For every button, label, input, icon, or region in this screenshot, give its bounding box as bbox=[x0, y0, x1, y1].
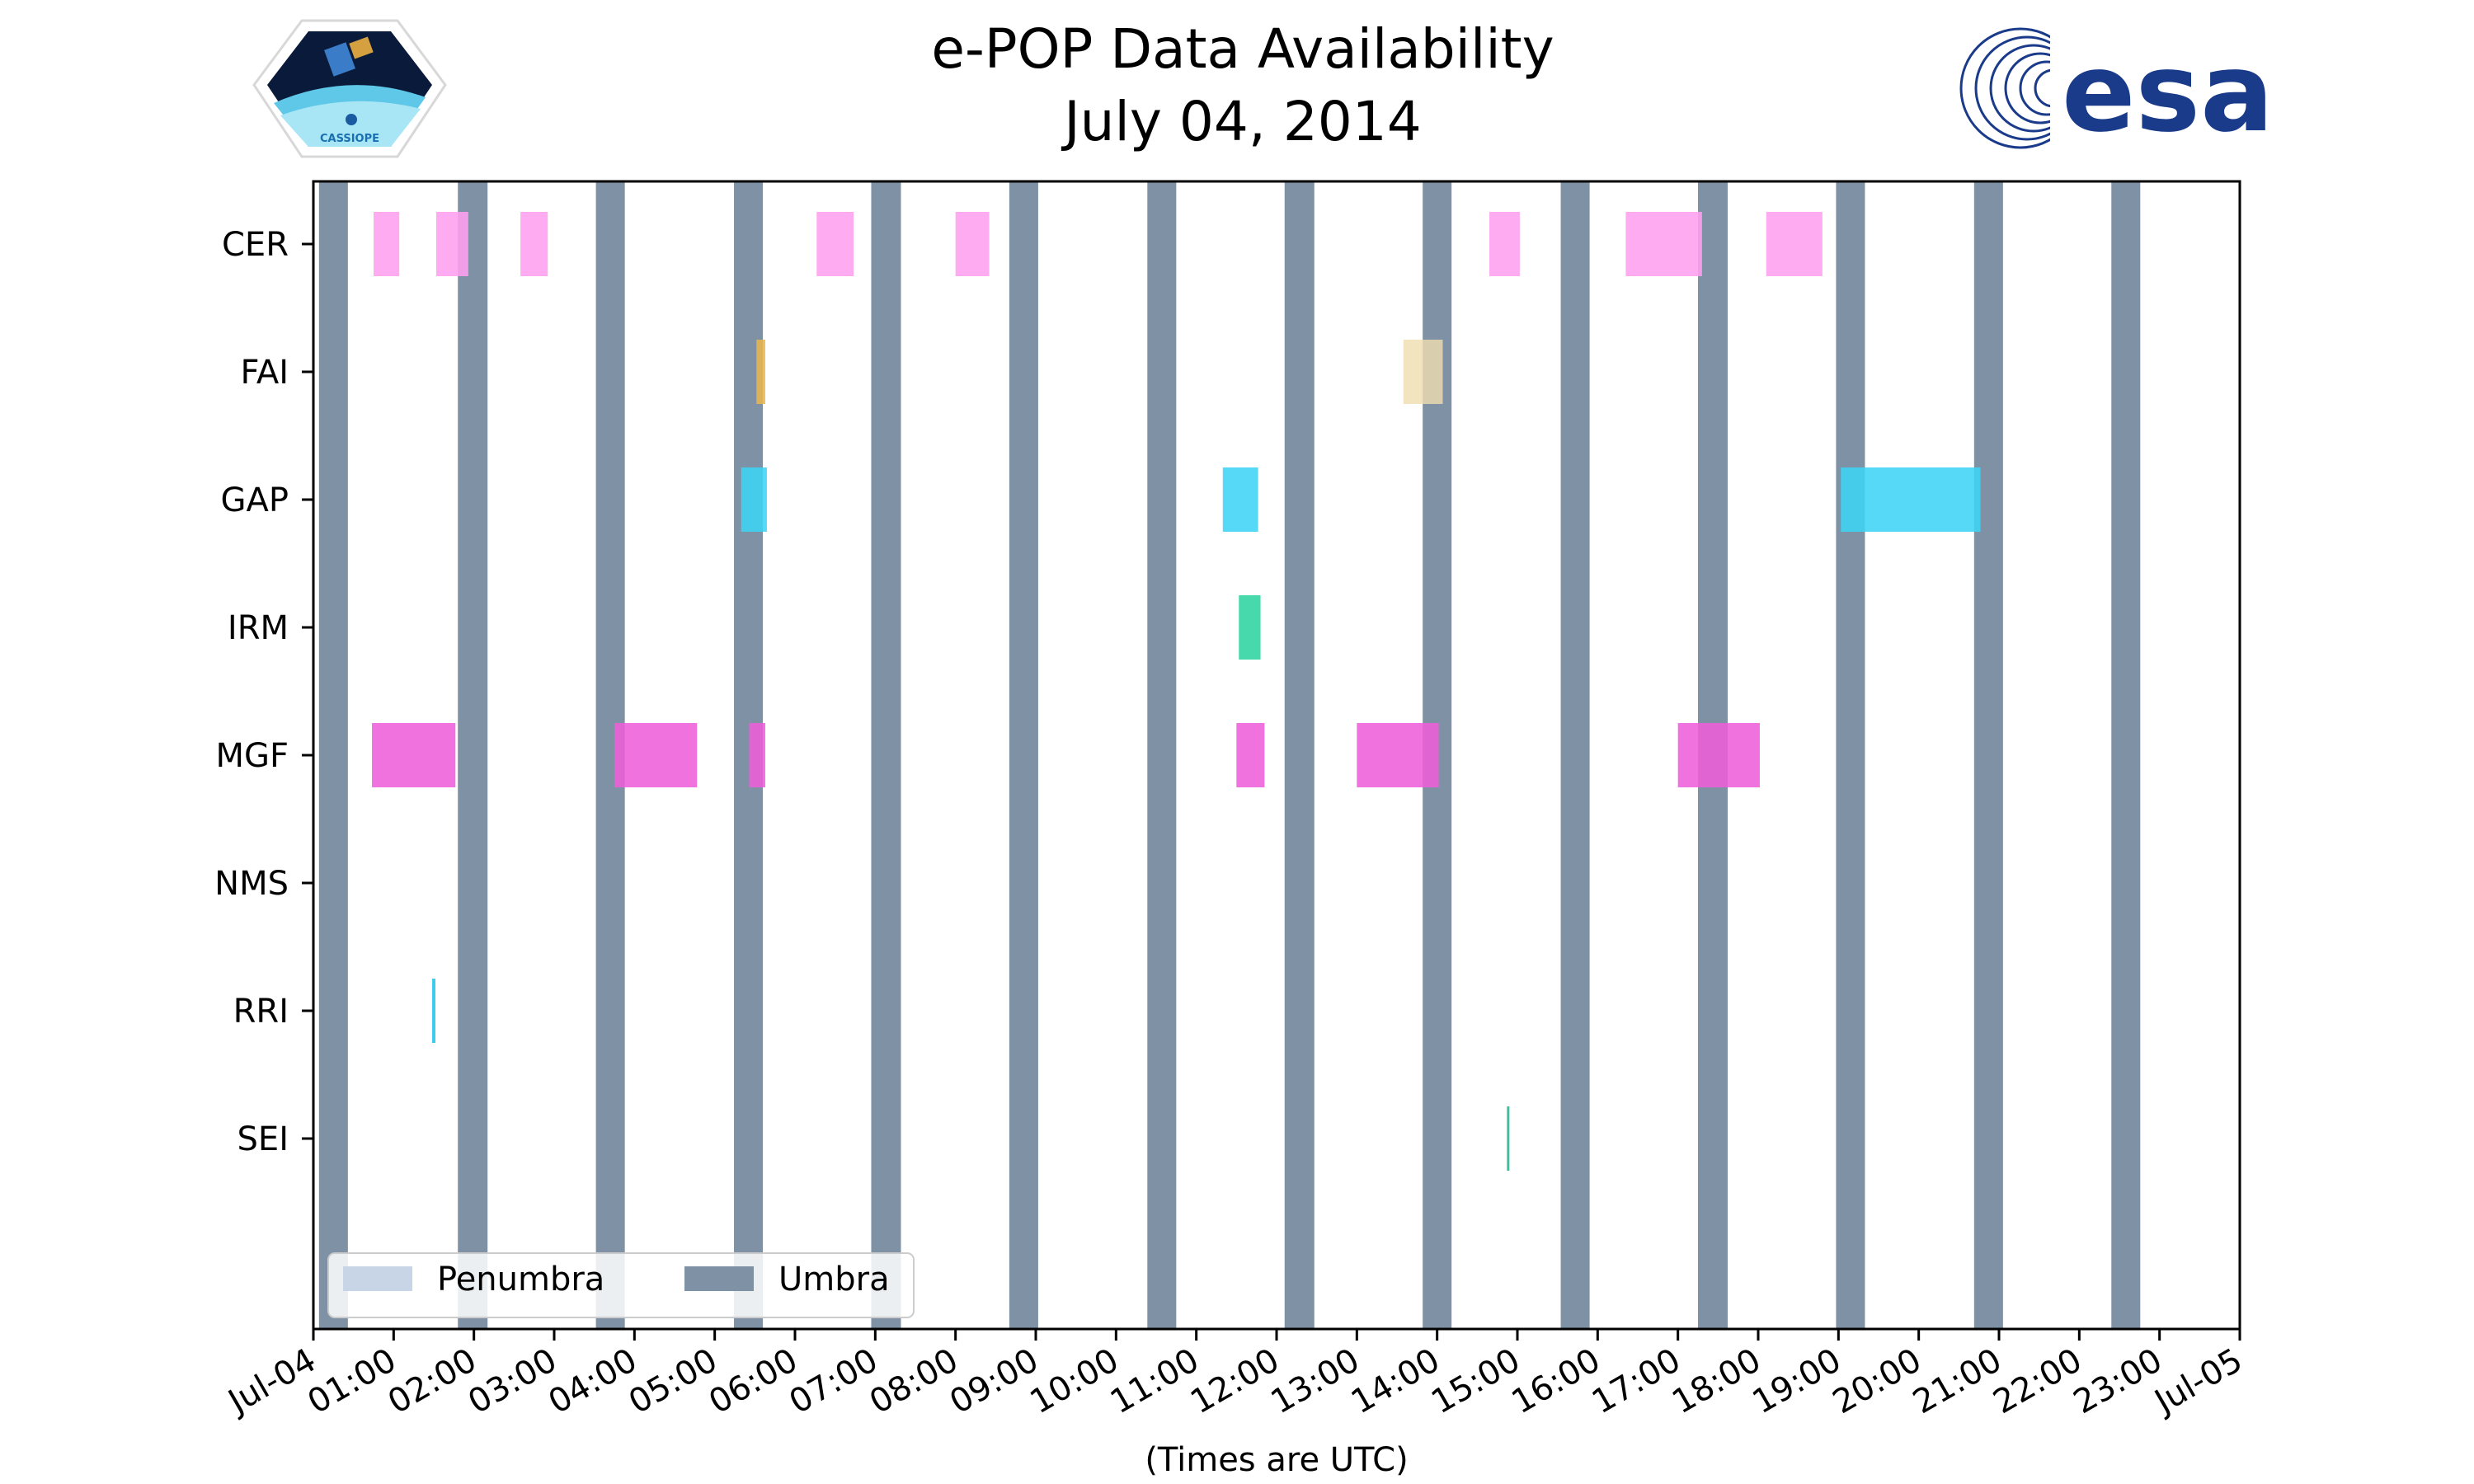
x-axis: Jul-0401:0002:0003:0004:0005:0006:0007:0… bbox=[220, 1329, 2249, 1422]
umbra-band bbox=[1973, 181, 2003, 1329]
x-tick-label: 17:00 bbox=[1586, 1341, 1687, 1421]
data-interval-sei bbox=[1507, 1106, 1510, 1171]
umbra-band bbox=[318, 181, 348, 1329]
data-interval-fai bbox=[756, 340, 765, 404]
umbra-band bbox=[871, 181, 901, 1329]
cassiope-logo: CASSIOPE bbox=[252, 19, 447, 158]
y-tick-label: NMS bbox=[214, 865, 289, 903]
y-tick-label: MGF bbox=[215, 737, 289, 775]
legend-umbra-label: Umbra bbox=[778, 1261, 890, 1298]
x-tick-label: 12:00 bbox=[1184, 1341, 1286, 1421]
x-tick-label: 14:00 bbox=[1345, 1341, 1446, 1421]
y-tick-label: FAI bbox=[241, 354, 289, 392]
umbra-band bbox=[1284, 181, 1315, 1329]
umbra-bands bbox=[318, 181, 2141, 1329]
umbra-band bbox=[1560, 181, 1590, 1329]
y-tick-label: GAP bbox=[221, 481, 289, 519]
data-interval-cer bbox=[955, 212, 990, 276]
x-tick-label: 20:00 bbox=[1827, 1341, 1928, 1421]
legend-umbra-swatch bbox=[684, 1266, 754, 1291]
x-tick-label: 13:00 bbox=[1264, 1341, 1366, 1421]
data-interval-gap bbox=[741, 467, 767, 532]
x-tick-label: 10:00 bbox=[1023, 1341, 1125, 1421]
umbra-band bbox=[1009, 181, 1038, 1329]
legend: Penumbra Umbra bbox=[327, 1252, 915, 1318]
data-interval-mgf bbox=[614, 723, 698, 787]
data-interval-cer bbox=[520, 212, 548, 276]
data-interval-gap bbox=[1222, 467, 1258, 532]
data-interval-rri bbox=[432, 979, 435, 1043]
data-interval-cer bbox=[374, 212, 400, 276]
x-tick-label: 19:00 bbox=[1746, 1341, 1847, 1421]
chart-subtitle: July 04, 2014 bbox=[1061, 90, 1422, 153]
umbra-band bbox=[2111, 181, 2141, 1329]
x-tick-label: 05:00 bbox=[623, 1341, 724, 1421]
data-interval-cer bbox=[1489, 212, 1520, 276]
x-tick-label: Jul-05 bbox=[2147, 1341, 2249, 1422]
data-interval-fai-faint bbox=[1403, 340, 1443, 404]
x-tick-label: 15:00 bbox=[1425, 1341, 1526, 1421]
data-interval-cer bbox=[1766, 212, 1823, 276]
chart-title: e-POP Data Availability bbox=[931, 17, 1554, 81]
data-interval-irm bbox=[1239, 595, 1261, 660]
x-tick-label: 09:00 bbox=[943, 1341, 1045, 1421]
legend-penumbra-swatch bbox=[343, 1266, 412, 1291]
x-tick-label: 02:00 bbox=[382, 1341, 483, 1421]
esa-logo-text: esa bbox=[2062, 30, 2274, 157]
y-axis: CER FAI GAP IRM MGF NMS RRI SEI bbox=[214, 226, 313, 1158]
data-interval-mgf bbox=[1236, 723, 1265, 787]
data-interval-cer bbox=[1625, 212, 1702, 276]
umbra-band bbox=[1836, 181, 1865, 1329]
esa-logo: esa bbox=[1959, 27, 2274, 157]
x-tick-label: 03:00 bbox=[462, 1341, 563, 1421]
umbra-band bbox=[1147, 181, 1177, 1329]
umbra-band bbox=[458, 181, 488, 1329]
data-interval-mgf bbox=[1357, 723, 1439, 787]
x-tick-label: 06:00 bbox=[703, 1341, 804, 1421]
x-tick-label: 04:00 bbox=[542, 1341, 643, 1421]
cassiope-badge-label: CASSIOPE bbox=[320, 133, 379, 145]
y-tick-label: RRI bbox=[233, 993, 289, 1031]
x-tick-label: 23:00 bbox=[2067, 1341, 2169, 1421]
x-tick-label: 11:00 bbox=[1104, 1341, 1206, 1421]
data-interval-gap bbox=[1841, 467, 1981, 532]
x-tick-label: 01:00 bbox=[301, 1341, 402, 1421]
y-tick-label: IRM bbox=[228, 609, 289, 647]
y-tick-label: CER bbox=[222, 226, 289, 264]
x-axis-label: (Times are UTC) bbox=[1145, 1441, 1408, 1479]
data-interval-cer bbox=[816, 212, 854, 276]
x-tick-label: 08:00 bbox=[863, 1341, 965, 1421]
data-interval-mgf bbox=[372, 723, 456, 787]
x-tick-label: 22:00 bbox=[1987, 1341, 2088, 1421]
y-tick-label: SEI bbox=[238, 1120, 289, 1158]
x-tick-label: 18:00 bbox=[1666, 1341, 1767, 1421]
data-interval-mgf bbox=[1677, 723, 1760, 787]
x-tick-label: 16:00 bbox=[1505, 1341, 1606, 1421]
data-interval-mgf bbox=[749, 723, 765, 787]
legend-box bbox=[327, 1252, 915, 1318]
legend-penumbra-label: Penumbra bbox=[437, 1261, 604, 1298]
x-tick-label: 07:00 bbox=[783, 1341, 884, 1421]
x-tick-label: Jul-04 bbox=[220, 1341, 322, 1422]
data-intervals bbox=[372, 212, 1981, 1171]
data-interval-cer bbox=[435, 212, 468, 276]
x-tick-label: 21:00 bbox=[1907, 1341, 2008, 1421]
